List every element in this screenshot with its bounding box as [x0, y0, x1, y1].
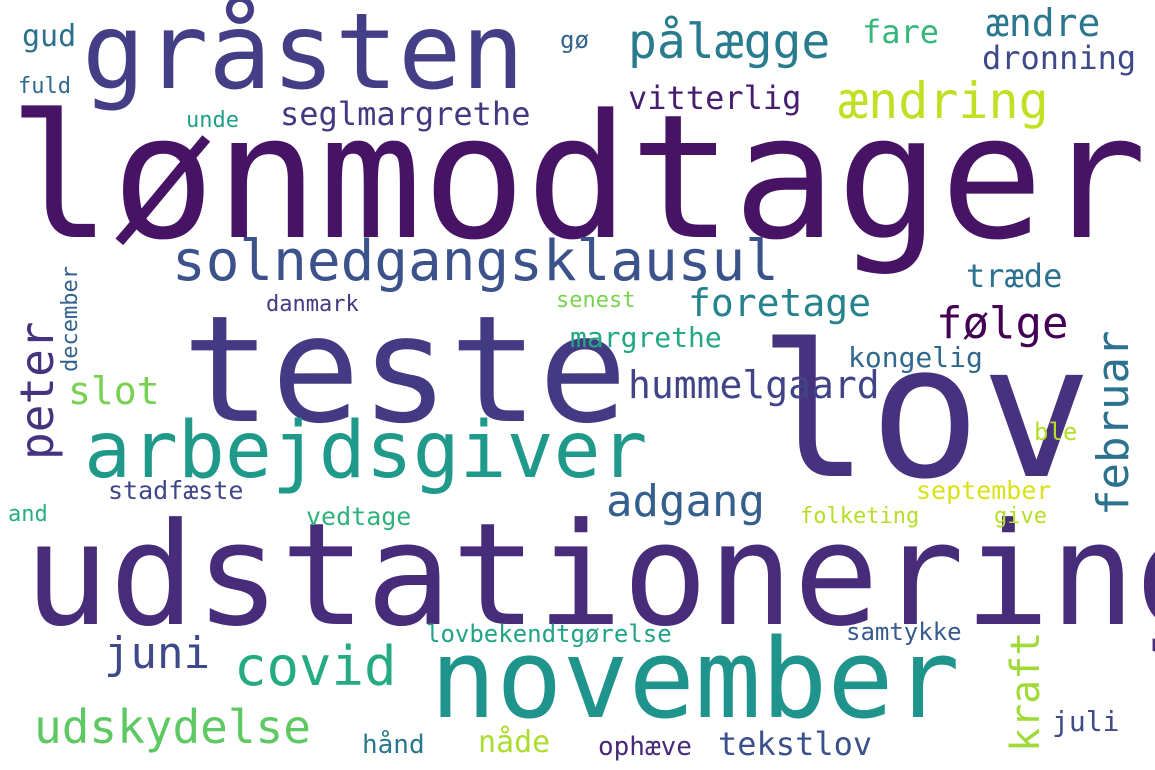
word-stadfaeste: stadfæste — [108, 476, 244, 505]
word-and: and — [8, 502, 48, 527]
word-udskydelse: udskydelse — [34, 700, 311, 754]
word-lov: lov — [758, 304, 1093, 520]
word-september: september — [916, 476, 1052, 505]
word-kraft: kraft — [1003, 631, 1049, 752]
word-grasten: gråsten — [82, 0, 525, 113]
word-senest: senest — [556, 288, 636, 313]
word-lonmodtager: lønmodtager — [8, 77, 1148, 278]
word-folge: følge — [936, 298, 1069, 349]
word-dronning: dronning — [982, 39, 1137, 77]
word-november: november — [430, 615, 960, 743]
word-udstationering: udstationering — [24, 493, 1155, 658]
word-hand: hånd — [362, 730, 425, 760]
word-nade: nåde — [478, 725, 551, 760]
word-palaegge: pålægge — [628, 14, 831, 70]
word-ble: ble — [1034, 418, 1078, 446]
word-seglmargrethe: seglmargrethe — [280, 95, 531, 133]
word-solnedgangsklausul: solnedgangsklausul — [172, 229, 779, 294]
word-juli: juli — [1052, 705, 1120, 738]
word-fuld: fuld — [18, 74, 71, 99]
word-ophaeve: ophæve — [598, 732, 692, 762]
word-arbejdsgiver: arbejdsgiver — [84, 406, 648, 496]
word-slot: slot — [68, 369, 160, 413]
word-kongelig: kongelig — [848, 341, 983, 374]
word-vitterlig: vitterlig — [628, 79, 802, 117]
word-traede: træde — [966, 257, 1063, 295]
word-danmark: danmark — [266, 292, 359, 317]
word-gud: gud — [22, 19, 77, 54]
word-lovbekendtgorelse: lovbekendtgørelse — [426, 620, 672, 648]
word-december: december — [58, 266, 83, 372]
word-teste: teste — [182, 284, 628, 456]
word-tekstlov: tekstlov — [718, 725, 873, 763]
word-peter: hummelgaard — [628, 363, 880, 407]
word-fare: fare — [862, 13, 940, 51]
word-aendring: ændring — [838, 72, 1049, 130]
word-februar: peter — [10, 321, 64, 460]
word-aendre: ændre — [986, 1, 1101, 45]
word-folketing: folketing — [800, 504, 920, 529]
word-juni: juni — [104, 628, 210, 679]
word-foretage: foretage — [688, 281, 872, 325]
word-give: give — [994, 504, 1047, 529]
word-samtykke: samtykke — [846, 618, 962, 646]
word-covid: covid — [234, 635, 397, 698]
word-adgang: adgang — [606, 476, 765, 527]
word-margrethe: margrethe — [570, 321, 722, 354]
word-hummelgaard: februar — [1088, 330, 1139, 516]
word-unde: unde — [186, 108, 239, 133]
word-go: gø — [560, 26, 589, 54]
word-vedtage: vedtage — [306, 502, 412, 531]
